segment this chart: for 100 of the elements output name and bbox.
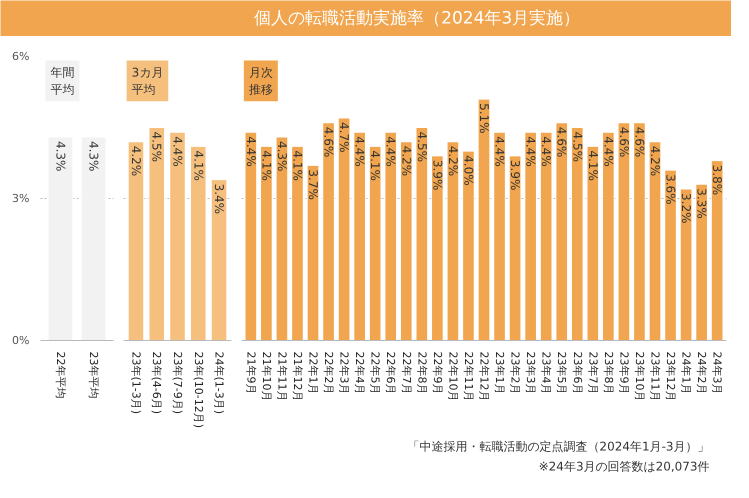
bar (368, 146, 382, 340)
bar (586, 146, 600, 340)
text: 年間平均 (50, 66, 74, 96)
data-label: 4.2% (128, 146, 143, 176)
bar (210, 179, 228, 340)
x-tick-label: 21年9月 (244, 352, 258, 394)
bar (540, 132, 553, 340)
bar (291, 146, 304, 340)
data-label: 4.4% (170, 136, 184, 167)
data-label: 3.2% (679, 193, 694, 224)
bar (680, 188, 692, 340)
data-label: 4.4% (524, 136, 538, 167)
bar (462, 150, 475, 340)
x-tick-label: 22年2月 (322, 352, 336, 394)
y-tick-label: 6% (12, 50, 30, 63)
data-label: 4.5% (570, 132, 584, 162)
data-label: 4.1% (259, 150, 274, 181)
data-label: 4.4% (352, 136, 367, 167)
bar (431, 155, 444, 340)
x-tick-label: 23年7月 (586, 352, 600, 394)
x-tick-label: 23年9月 (617, 352, 630, 394)
data-label: 4.5% (150, 132, 164, 162)
bar (322, 122, 335, 340)
bar (633, 122, 646, 340)
x-tick-label: 23年1月 (493, 352, 506, 394)
data-label: 4.0% (461, 155, 476, 186)
x-tick-label: 23年12月 (664, 352, 678, 402)
x-tick-label: 22年8月 (415, 352, 428, 394)
data-label: 4.3% (274, 140, 289, 172)
bar (618, 122, 630, 340)
x-tick-label: 22年12月 (478, 352, 490, 402)
data-label: 3.9% (508, 160, 522, 190)
data-label: 3.8% (710, 164, 724, 196)
data-label: 4.4% (384, 136, 398, 167)
data-label: 4.7% (337, 122, 352, 153)
x-tick-label: 22年6月 (384, 352, 398, 394)
data-label: 4.4% (244, 136, 258, 167)
bar (648, 141, 662, 340)
x-tick-label: 23年(1-3月) (129, 352, 142, 414)
x-tick-label: 22年平均 (54, 352, 67, 398)
bar (128, 141, 144, 340)
data-label: 4.1% (290, 150, 304, 181)
bar (353, 132, 366, 340)
data-label: 3.7% (306, 169, 320, 200)
data-label: 4.5% (414, 132, 429, 162)
bar (524, 132, 537, 340)
bar (244, 132, 258, 340)
x-tick-label: 24年1月 (680, 352, 693, 394)
x-tick-label: 22年1月 (306, 352, 320, 394)
bar (508, 155, 522, 340)
bar (493, 132, 506, 340)
bar (555, 122, 568, 340)
bar (664, 170, 677, 340)
text: ※24年3月の回答数は20,073件 (538, 460, 710, 474)
bar (710, 160, 724, 340)
x-tick-label: 24年2月 (695, 352, 708, 394)
data-label: 3.9% (430, 160, 444, 190)
data-label: 4.2% (446, 146, 460, 176)
x-tick-label: 23年3月 (524, 352, 538, 394)
x-tick-label: 23年平均 (87, 352, 100, 398)
bar (695, 184, 708, 340)
bar (190, 146, 207, 340)
chart-title: 個人の転職活動実施率（2024年3月実施） (254, 8, 580, 28)
data-label: 4.3% (86, 140, 101, 172)
x-tick-label: 22年7月 (400, 352, 413, 394)
bar (602, 132, 615, 340)
x-tick-label: 23年6月 (570, 352, 584, 394)
x-tick-label: 22年9月 (430, 352, 444, 394)
x-tick-label: 24年(1-3月) (212, 352, 226, 414)
data-label: 3.6% (664, 174, 678, 205)
x-tick-label: 21年11月 (275, 352, 288, 402)
x-tick-label: 22年11月 (462, 352, 475, 402)
data-label: 4.4% (539, 136, 554, 167)
data-label: 4.2% (648, 146, 662, 176)
x-tick-label: 23年8月 (602, 352, 615, 394)
bar (570, 127, 584, 340)
bar (260, 146, 273, 340)
x-tick-label: 23年5月 (555, 352, 568, 394)
text: 「中途採用・転職活動の定点調査（2024年1月-3月）」 (407, 440, 710, 454)
data-label: 4.6% (632, 126, 646, 158)
bar (415, 127, 428, 340)
data-label: 3.3% (694, 188, 709, 219)
bar (478, 98, 490, 340)
bar (400, 141, 413, 340)
x-tick-label: 23年(7-9月) (171, 352, 184, 414)
data-label: 4.1% (586, 150, 600, 181)
y-tick-label: 3% (12, 192, 30, 205)
x-tick-label: 23年4月 (540, 352, 553, 394)
data-label: 4.4% (601, 136, 616, 167)
x-tick-label: 22年5月 (368, 352, 382, 394)
x-tick-label: 24年3月 (710, 352, 724, 394)
x-tick-label: 22年4月 (353, 352, 366, 394)
bar (306, 164, 320, 340)
data-label: 4.1% (368, 150, 382, 181)
data-label: 5.1% (477, 103, 491, 134)
bar (148, 127, 166, 340)
data-label: 3.4% (212, 184, 226, 214)
data-label: 4.3% (53, 140, 68, 172)
x-tick-label: 23年(4-6月) (150, 352, 164, 414)
y-tick-label: 0% (12, 334, 30, 347)
